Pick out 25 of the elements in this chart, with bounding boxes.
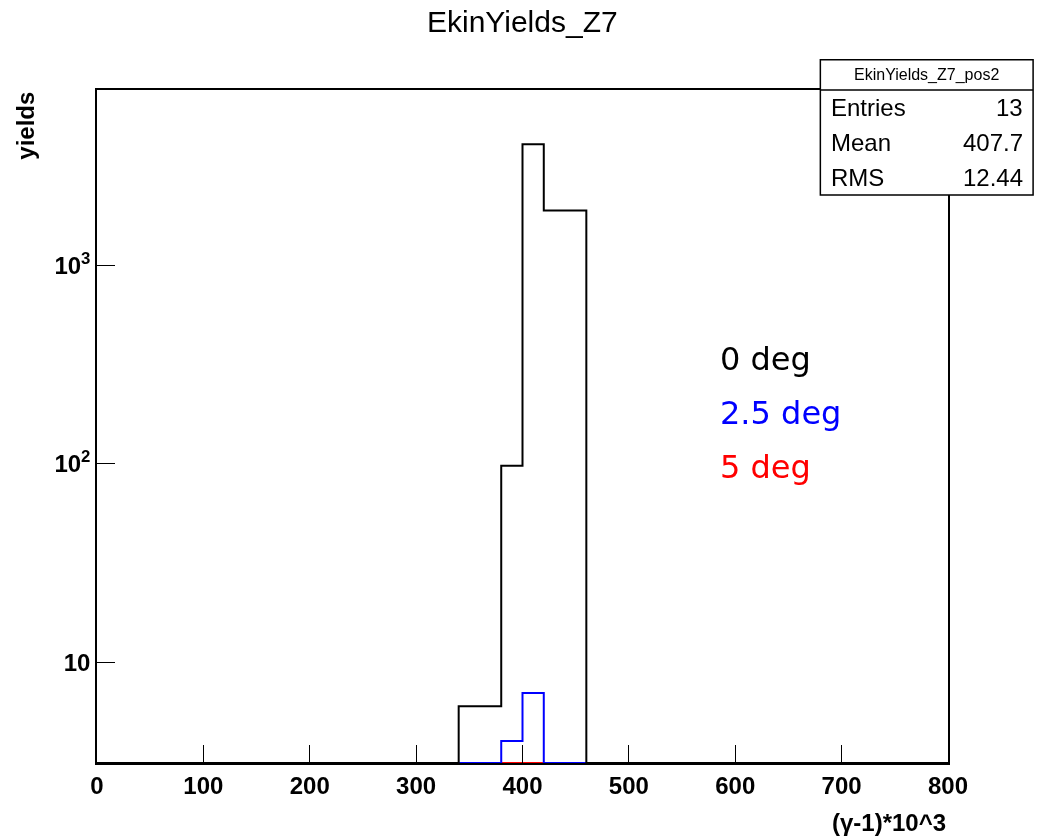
annotation: Mean — [831, 129, 892, 156]
x-tick-label: 0 — [90, 771, 104, 799]
y-axis-title: yields — [11, 91, 39, 160]
y-tick-label: 10 — [63, 648, 91, 676]
x-tick-label: 100 — [183, 771, 224, 799]
x-axis-title: (γ-1)*10^3 — [832, 809, 947, 836]
text: EkinYields_Z7_pos2 — [854, 66, 1000, 84]
text: 407.7 — [963, 129, 1024, 156]
x-tick-label: 300 — [396, 771, 437, 799]
text: 13 — [996, 94, 1023, 121]
y-tick-label: 10$^{3}$ — [54, 249, 91, 280]
x-tick-label: 200 — [289, 771, 330, 799]
y-tick-label: 10$^{2}$ — [54, 447, 91, 478]
x-tick-label: 600 — [715, 771, 756, 799]
x-tick-label: 700 — [821, 771, 862, 799]
text: 0 deg — [720, 340, 811, 378]
chart-title: EkinYields_Z7 — [427, 5, 618, 38]
x-tick-label: 400 — [502, 771, 543, 799]
annotation: Entries — [831, 94, 906, 121]
text: 5 deg — [720, 448, 811, 486]
text: 2.5 deg — [720, 394, 842, 432]
text: 12.44 — [963, 164, 1024, 191]
x-tick-label: 500 — [608, 771, 649, 799]
annotation: RMS — [831, 164, 885, 191]
x-tick-label: 800 — [927, 771, 969, 799]
